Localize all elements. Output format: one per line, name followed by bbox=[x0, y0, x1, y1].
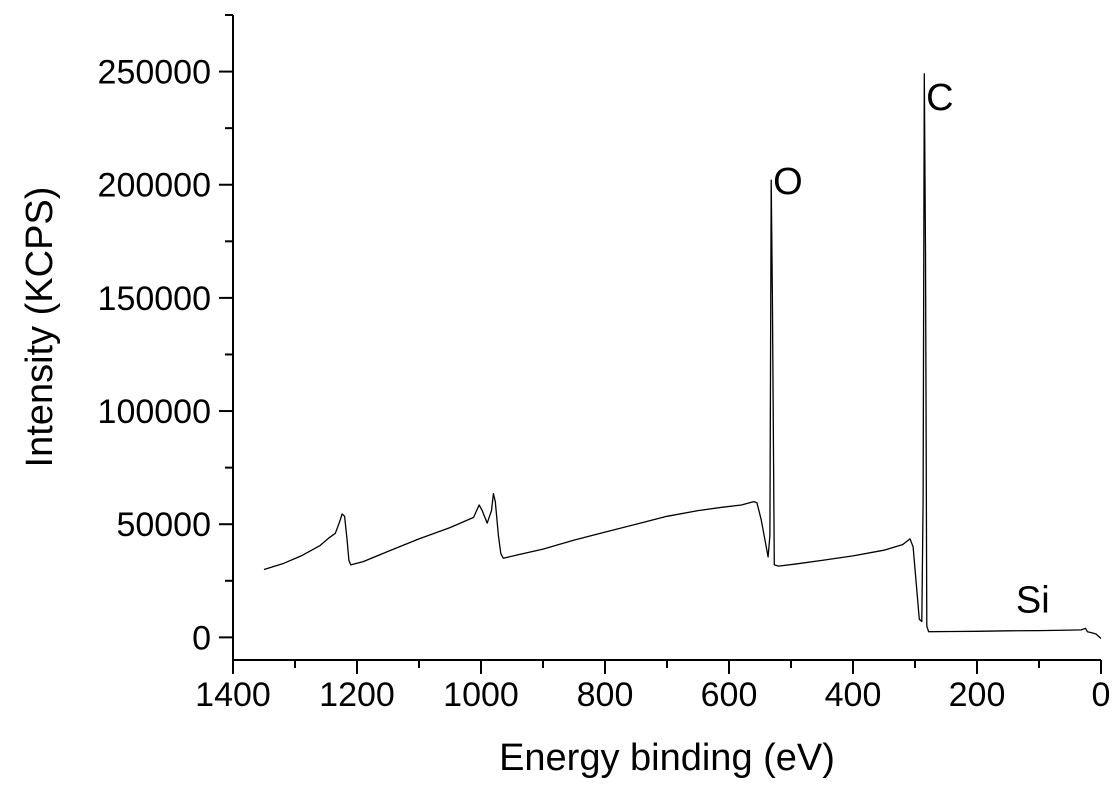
peak-label-o: O bbox=[773, 161, 803, 203]
y-axis-title: Intensity (KCPS) bbox=[19, 187, 61, 468]
peak-annotations: C O Si bbox=[773, 77, 1050, 621]
tick-marks bbox=[219, 14, 1102, 674]
peak-label-c: C bbox=[926, 77, 953, 119]
y-tick-label: 150000 bbox=[98, 280, 211, 318]
x-tick-label: 1200 bbox=[319, 676, 395, 714]
y-tick-label: 0 bbox=[192, 619, 211, 657]
peak-label-si: Si bbox=[1016, 579, 1050, 621]
axes bbox=[232, 15, 1101, 661]
x-tick-label: 400 bbox=[825, 676, 882, 714]
x-tick-label: 1000 bbox=[443, 676, 519, 714]
y-tick-label: 100000 bbox=[98, 393, 211, 431]
series-line bbox=[263, 73, 1102, 639]
x-tick-label: 600 bbox=[701, 676, 758, 714]
x-tick-label: 800 bbox=[577, 676, 634, 714]
x-tick-label: 0 bbox=[1092, 676, 1111, 714]
x-axis-title: Energy binding (eV) bbox=[499, 737, 835, 779]
y-tick-label: 250000 bbox=[98, 54, 211, 92]
y-tick-label: 50000 bbox=[116, 506, 211, 544]
x-tick-label: 200 bbox=[949, 676, 1006, 714]
tick-labels: 1400 1200 1000 800 600 400 200 0 0 50000 100000 150… bbox=[98, 54, 1111, 714]
y-tick-label: 200000 bbox=[98, 167, 211, 205]
x-tick-label: 1400 bbox=[195, 676, 271, 714]
